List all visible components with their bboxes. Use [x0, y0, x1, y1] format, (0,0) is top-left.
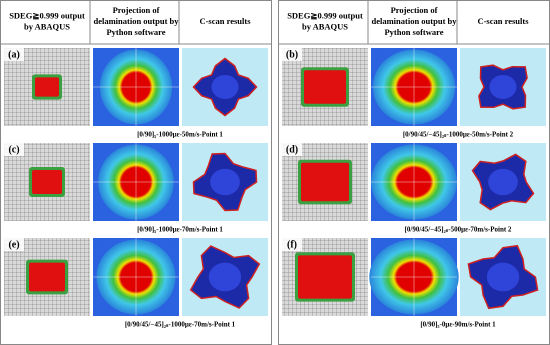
panel-caption: [0/90]₅-0με-90m/s-Point 1: [420, 321, 496, 329]
label-bg: [4, 143, 24, 156]
damage-zone: [29, 262, 65, 292]
damage-zone: [35, 77, 59, 97]
cscan-core: [488, 168, 518, 196]
panel-caption: [0/90]₅-1000με-50m/s-Point 1: [137, 131, 223, 139]
cscan-core: [489, 75, 517, 99]
damage-zone: [301, 162, 349, 202]
panel-label: (a): [8, 49, 20, 60]
column-header: C-scan results: [477, 16, 529, 26]
column-header: C-scan results: [199, 16, 251, 26]
cscan-core: [210, 168, 240, 196]
panel-caption: [0/90/45/−45]₂ₛ-1000με-70m/s-Point 1: [125, 321, 236, 329]
panel-caption: [0/90/45/−45]₂ₛ-500με-70m/s-Point 2: [405, 226, 512, 234]
column-header: Projection of delamination output by Pytho…: [371, 5, 457, 37]
damage-zone: [304, 70, 346, 104]
cscan-core: [211, 75, 239, 99]
label-bg: [282, 48, 302, 61]
column-header: SDEG≧0.999 output by ABAQUS: [9, 10, 85, 31]
panel-label: (b): [286, 49, 298, 60]
column-header: Projection of delamination output by Pytho…: [93, 5, 179, 37]
cscan-core: [486, 262, 520, 292]
panel-label: (e): [8, 239, 19, 250]
panel-caption: [0/90/45/−45]₂ₛ-1000με-50m/s-Point 2: [403, 131, 514, 139]
label-bg: [4, 238, 24, 251]
damage-zone: [32, 170, 62, 194]
cscan-core: [208, 262, 242, 292]
label-bg: [282, 143, 302, 156]
panel-label: (d): [286, 144, 298, 155]
label-bg: [282, 238, 302, 251]
column-header: SDEG≧0.999 output by ABAQUS: [287, 10, 363, 31]
panel-caption: [0/90]₅-1000με-70m/s-Point 1: [137, 226, 223, 234]
panel-label: (f): [287, 239, 297, 250]
damage-zone: [298, 255, 352, 299]
label-bg: [4, 48, 24, 61]
panel-label: (c): [8, 144, 19, 155]
